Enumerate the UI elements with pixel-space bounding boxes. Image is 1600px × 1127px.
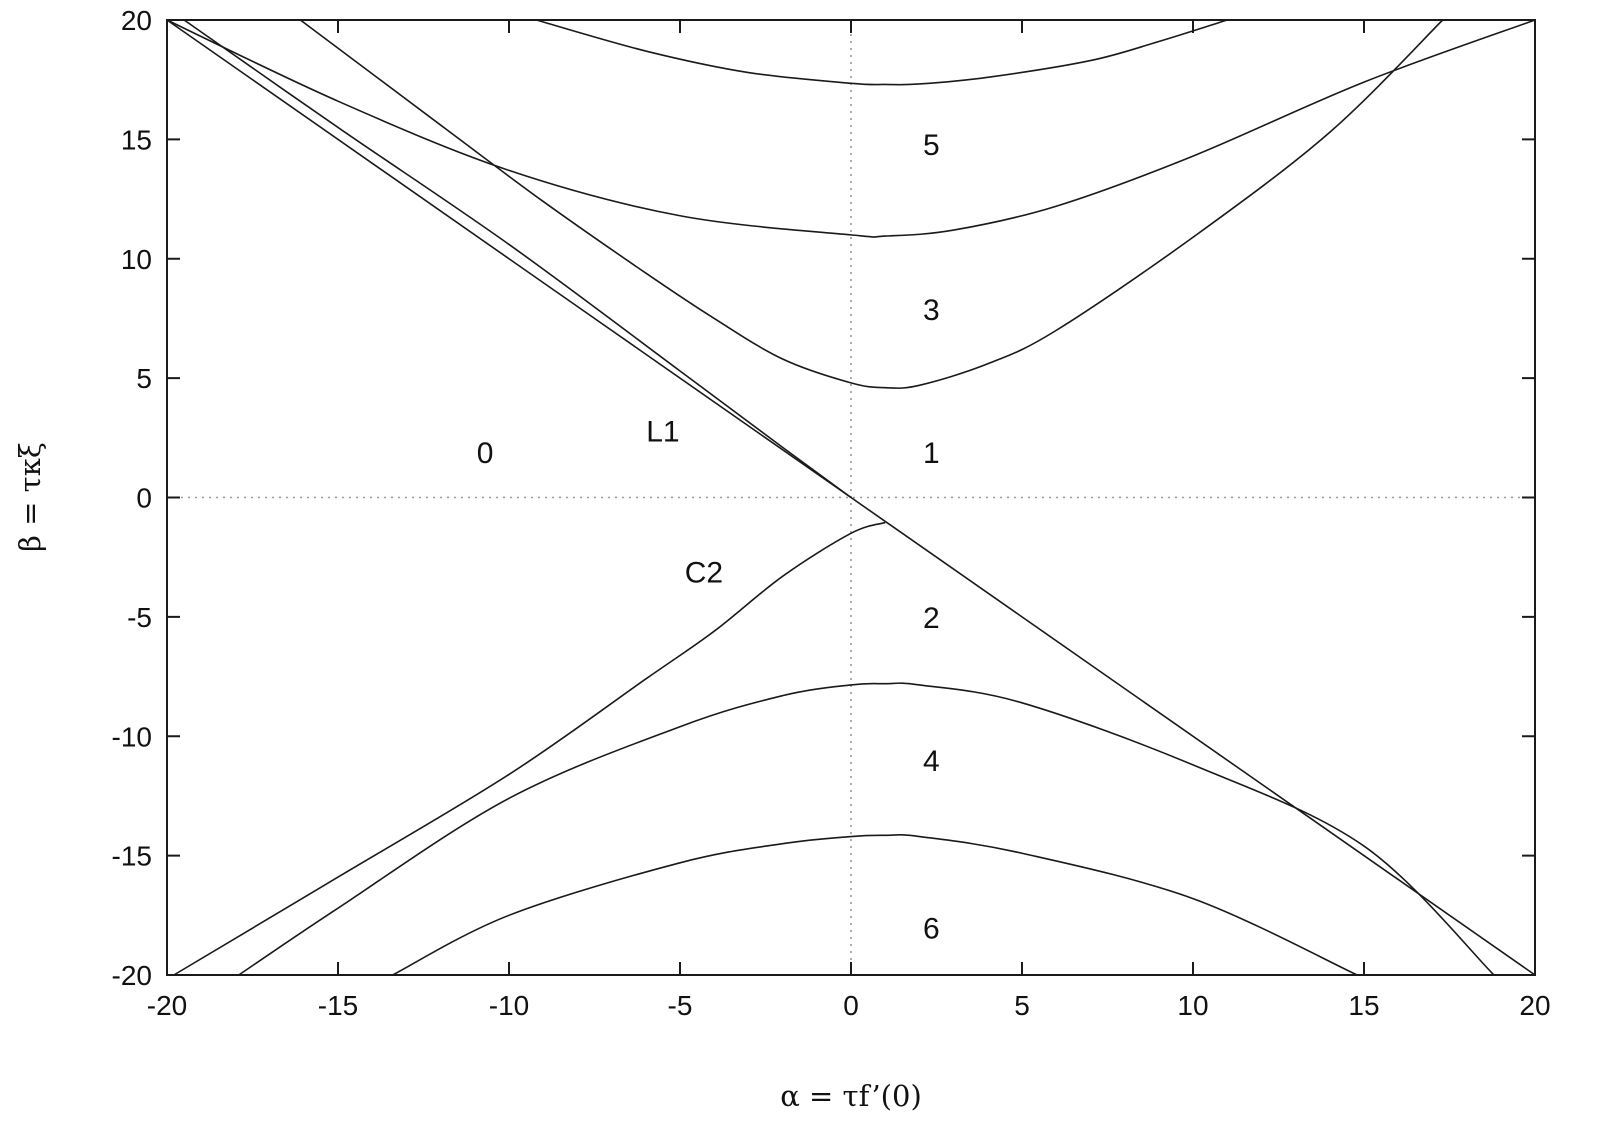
curve-2 [183, 19, 852, 499]
x-tick-label: 15 [1348, 990, 1379, 1021]
y-tick-label: 0 [136, 483, 152, 514]
y-axis-label: β = τκξ [13, 442, 47, 552]
y-tick-label: -5 [127, 602, 152, 633]
y-tick-label: -20 [112, 960, 152, 991]
x-tick-label: -5 [668, 990, 693, 1021]
curve-3 [299, 19, 1444, 389]
x-tick-label: -10 [489, 990, 529, 1021]
annotations: 0 L1 1 3 5 C2 2 4 6 [477, 129, 940, 945]
curves [166, 19, 1536, 976]
curve-6 [173, 521, 886, 976]
x-tick-label: 20 [1519, 990, 1550, 1021]
region-label: 2 [923, 602, 940, 635]
y-tick-label: -10 [112, 721, 152, 752]
x-tick-label: -20 [147, 990, 187, 1021]
curve-5 [166, 19, 1536, 238]
region-label: 5 [923, 129, 940, 162]
region-label: 6 [923, 912, 940, 945]
curve-7 [238, 682, 1495, 976]
y-tick-label: 10 [121, 244, 152, 275]
x-axis-label: α = τf’(0) [780, 1079, 922, 1113]
region-label: L1 [646, 416, 679, 449]
region-label: 1 [923, 437, 940, 470]
curve-8 [392, 834, 1358, 976]
y-tick-label: 15 [121, 124, 152, 155]
x-tick-label: 10 [1177, 990, 1208, 1021]
region-label: 3 [923, 294, 940, 327]
region-label: C2 [685, 557, 723, 590]
region-label: 4 [923, 745, 940, 778]
x-tick-label: 5 [1014, 990, 1030, 1021]
curve-4 [536, 19, 1228, 86]
x-tick-label: 0 [843, 990, 859, 1021]
y-tick-label: 20 [121, 5, 152, 36]
x-tick-label: -15 [318, 990, 358, 1021]
ticks [166, 19, 1536, 976]
y-tick-label: -15 [112, 841, 152, 872]
region-label: 0 [477, 437, 494, 470]
y-tick-label: 5 [136, 363, 152, 394]
